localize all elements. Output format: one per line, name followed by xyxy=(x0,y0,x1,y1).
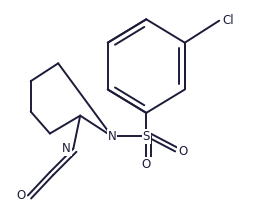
Text: S: S xyxy=(142,130,150,143)
Text: N: N xyxy=(107,130,116,143)
Text: O: O xyxy=(142,158,151,171)
Text: O: O xyxy=(17,189,26,202)
Text: Cl: Cl xyxy=(222,14,234,27)
Text: N: N xyxy=(62,142,71,155)
Text: O: O xyxy=(178,145,187,158)
